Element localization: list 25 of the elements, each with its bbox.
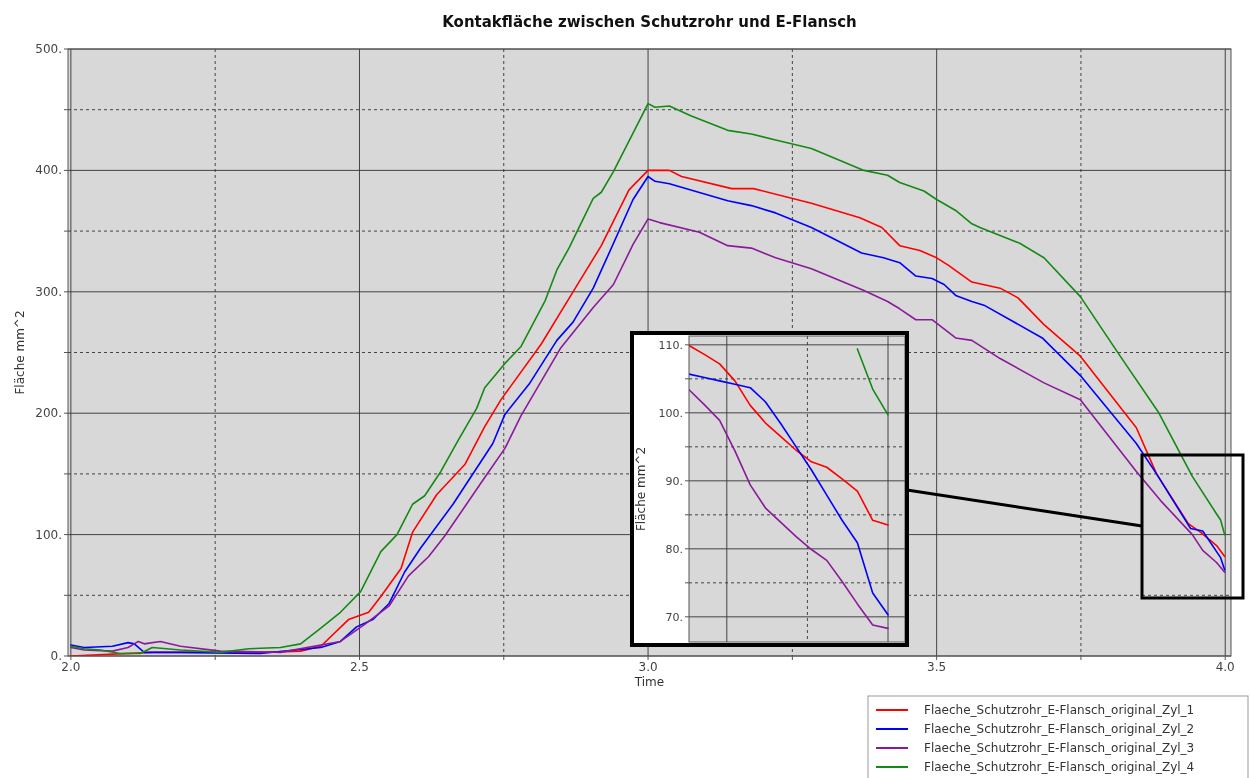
- y-tick-label: 80.: [665, 542, 683, 556]
- y-tick-label: 100.: [658, 406, 683, 420]
- y-tick-label: 110.: [658, 338, 683, 352]
- y-tick-label: 200.: [35, 406, 62, 421]
- y-tick-label: 70.: [665, 610, 683, 624]
- legend-label: Flaeche_Schutzrohr_E-Flansch_original_Zyl_1: [924, 703, 1195, 717]
- legend-label: Flaeche_Schutzrohr_E-Flansch_original_Zyl_3: [924, 741, 1195, 755]
- y-tick-label: 500.: [35, 42, 62, 56]
- x-tick-label: 3.5: [927, 660, 947, 674]
- x-tick-label: 2.0: [61, 660, 81, 674]
- y-axis-title: Fläche mm^2: [13, 310, 27, 395]
- y-tick-label: 0.: [50, 649, 62, 663]
- x-tick-label: 4.0: [1215, 660, 1235, 674]
- legend-label: Flaeche_Schutzrohr_E-Flansch_original_Zyl_2: [924, 722, 1195, 736]
- y-tick-label: 400.: [35, 163, 62, 178]
- x-tick-label: 2.5: [349, 660, 370, 674]
- x-axis-title: Time: [633, 675, 665, 689]
- line-series: [689, 344, 889, 526]
- x-tick-label: 3.0: [638, 660, 658, 674]
- y-tick-label: 90.: [665, 474, 683, 488]
- y-tick-label: 300.: [35, 284, 62, 299]
- legend-label: Flaeche_Schutzrohr_E-Flansch_original_Zyl_4: [924, 760, 1195, 774]
- y-tick-label: 100.: [35, 527, 62, 542]
- chart-title: Kontakfläche zwischen Schutzrohr und E-Flansch: [442, 13, 857, 31]
- y-axis-title: Fläche mm^2: [634, 446, 648, 532]
